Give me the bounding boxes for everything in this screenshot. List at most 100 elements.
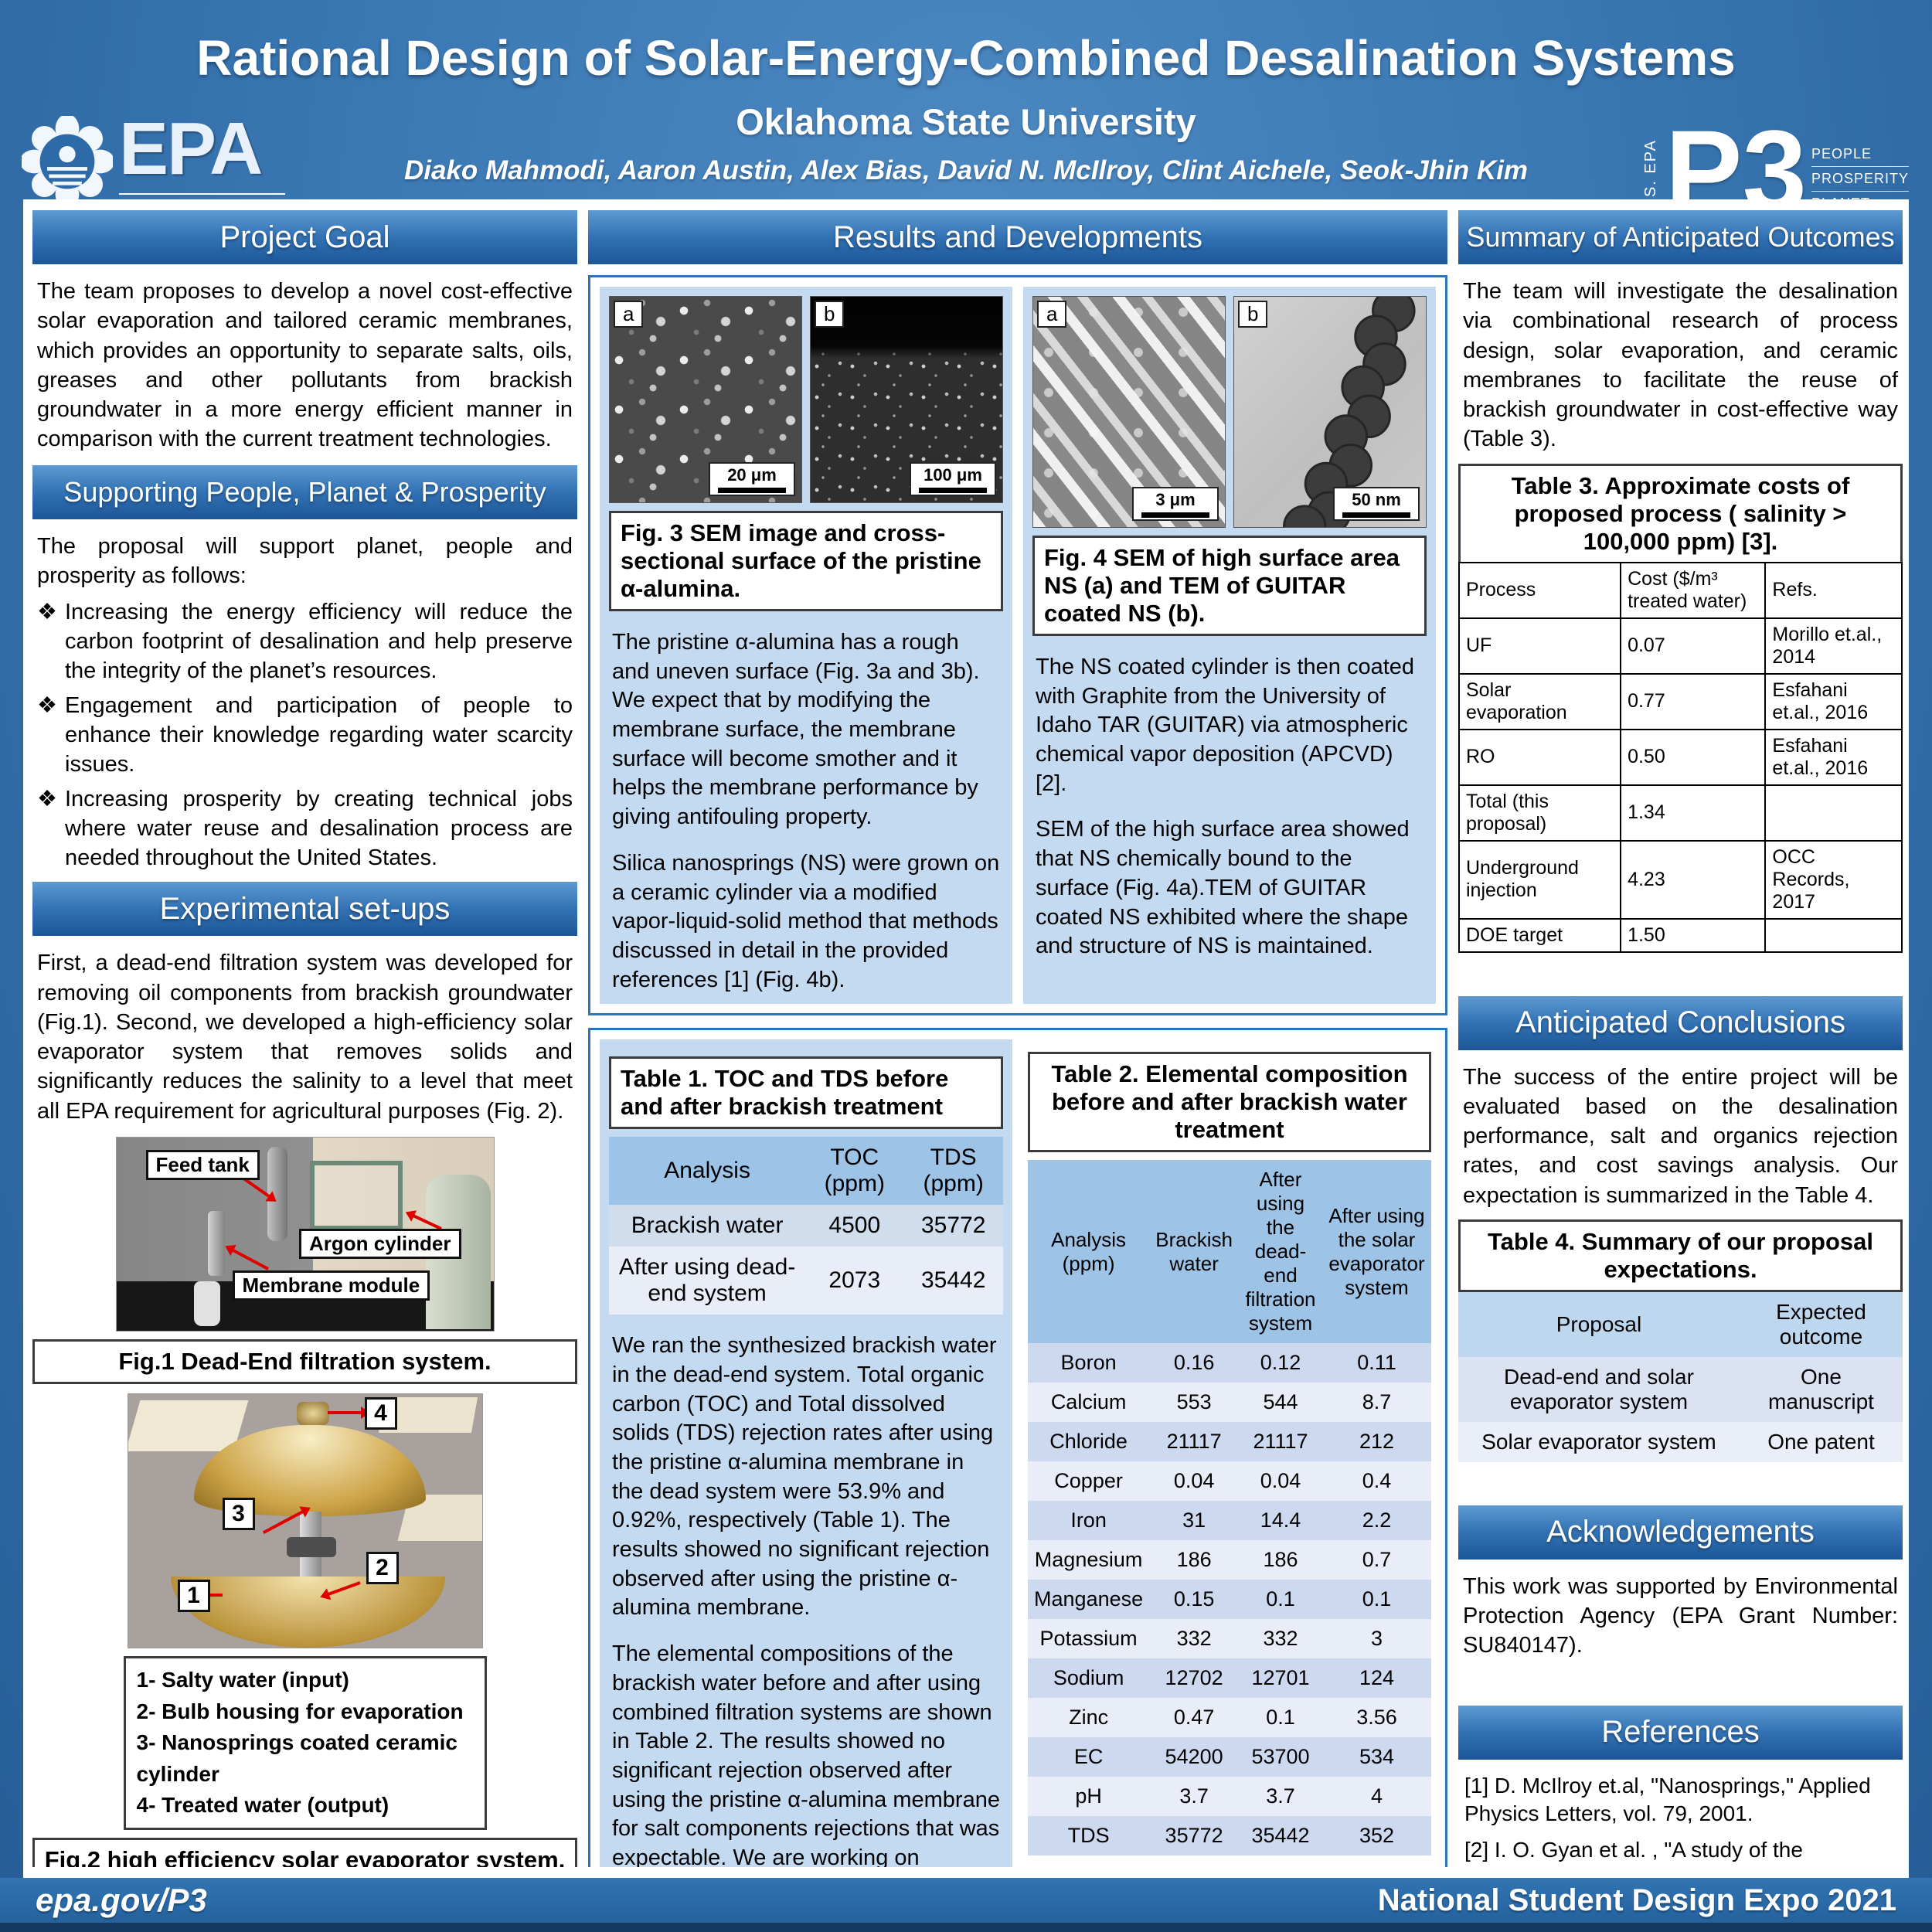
scale-bar-line <box>919 488 987 493</box>
acknowledgements-text: This work was supported by Environmental… <box>1463 1573 1898 1658</box>
fig2-callout-4: 4 <box>364 1396 397 1430</box>
table-row: Iron 31 14.4 2.2 <box>1028 1501 1431 1541</box>
table-cell: 544 <box>1263 1390 1298 1414</box>
table-cell: 3.56 <box>1356 1706 1397 1730</box>
table-cell: 0.50 <box>1620 728 1767 786</box>
table-cell: 0.07 <box>1620 617 1767 675</box>
table3-title: Table 3. Approximate costs of proposed p… <box>1458 463 1903 562</box>
table-cell: Magnesium <box>1034 1548 1143 1572</box>
legend-line: 3- Nanosprings coated ceramic cylinder <box>136 1730 457 1786</box>
fig1-photo: Feed tank Argon cylinder Membrane module <box>115 1136 495 1332</box>
table-cell: 534 <box>1359 1745 1394 1769</box>
footer-epa-link: epa.gov/P3 <box>36 1882 207 1918</box>
table-row: Chloride 21117 21117 212 <box>1028 1422 1431 1462</box>
p3-tagline-line: PEOPLE <box>1811 142 1909 167</box>
table-cell: Dead-end and solar evaporator system <box>1504 1364 1694 1413</box>
section-header-project-goal: Project Goal <box>32 210 577 264</box>
table-row: Potassium 332 332 3 <box>1028 1619 1431 1659</box>
authors: Diako Mahmodi, Aaron Austin, Alex Bias, … <box>403 155 1529 185</box>
legend-line: 4- Treated water (output) <box>136 1793 389 1818</box>
panel-label: a <box>614 301 644 328</box>
table-cell: Chloride <box>1049 1430 1128 1454</box>
table-cell: 553 <box>1176 1390 1212 1414</box>
right-column: Summary of Anticipated Outcomes The team… <box>1458 210 1903 1867</box>
table-cell: Morillo et.al., 2014 <box>1764 617 1903 675</box>
table-cell: 0.04 <box>1173 1469 1215 1493</box>
supporting-bullets: ❖ Increasing the energy efficiency will r… <box>32 598 577 872</box>
table-cell: OCC Records, 2017 <box>1764 839 1903 920</box>
table-header-row: Proposal Expected outcome <box>1458 1291 1903 1357</box>
bullet-item: ❖ Increasing the energy efficiency will r… <box>37 598 573 685</box>
tables-panel: Table 1. TOC and TDS before and after br… <box>588 1028 1447 1867</box>
column-header: Analysis <box>609 1137 806 1206</box>
experimental-text: First, a dead-end filtration system was … <box>37 951 573 1124</box>
header: Rational Design of Solar-Energy-Combined… <box>0 0 1932 267</box>
fig2-caption: Fig.2 high efficiency solar evaporator s… <box>32 1837 577 1867</box>
panel-label: b <box>1238 301 1268 328</box>
table-row: Magnesium 186 186 0.7 <box>1028 1540 1431 1580</box>
table-cell: 35442 <box>920 1267 986 1294</box>
fig4-paragraph: SEM of the high surface area showed that… <box>1036 817 1410 959</box>
table-cell: 0.47 <box>1173 1706 1215 1730</box>
column-header: Expected outcome <box>1739 1291 1903 1357</box>
scale-bar-text: 50 nm <box>1352 490 1401 509</box>
scale-bar-line <box>1141 512 1209 518</box>
table-cell: 0.12 <box>1260 1351 1301 1375</box>
table4-block: Table 4. Summary of our proposal expecta… <box>1458 1219 1903 1462</box>
fig2-callout-2: 2 <box>366 1551 399 1584</box>
middle-column: Results and Developments a 20 μm b 100 μ… <box>588 210 1447 1867</box>
table-cell: TDS <box>1067 1824 1110 1848</box>
scale-bar-text: 100 μm <box>923 465 982 485</box>
table-cell <box>1764 917 1903 953</box>
page-title: Rational Design of Solar-Energy-Combined… <box>196 30 1736 86</box>
table-row: UF 0.07 Morillo et.al., 2014 <box>1458 617 1903 675</box>
membrane-module-shape <box>207 1210 225 1276</box>
table-row: pH 3.7 3.7 4 <box>1028 1777 1431 1817</box>
table-cell: Sodium <box>1053 1666 1124 1690</box>
table-cell: 2.2 <box>1362 1509 1392 1532</box>
section-title: Summary of Anticipated Outcomes <box>1466 221 1895 253</box>
section-title: References <box>1601 1715 1760 1750</box>
table2-block: Table 2. Elemental composition before an… <box>1023 1039 1436 1867</box>
table2-title: Table 2. Elemental composition before an… <box>1028 1052 1431 1153</box>
scale-bar: 20 μm <box>709 462 795 496</box>
table-cell: One manuscript <box>1768 1364 1874 1413</box>
column-header: Analysis (ppm) <box>1028 1160 1150 1344</box>
reference-item: [1] D. McIlroy et.al, "Nanosprings," App… <box>1464 1773 1871 1826</box>
table-cell: Potassium <box>1039 1627 1138 1651</box>
bullet-text: Engagement and participation of people t… <box>65 693 573 777</box>
table-cell: 12701 <box>1251 1666 1310 1690</box>
table-cell: 54200 <box>1165 1745 1223 1769</box>
table-cell: 0.77 <box>1620 672 1767 730</box>
table-cell: Underground injection <box>1458 839 1622 920</box>
table-cell: 186 <box>1263 1548 1298 1572</box>
treated-water-outlet-shape <box>296 1401 329 1425</box>
table-cell: 186 <box>1176 1548 1212 1572</box>
fig4a-sem-image: a 3 μm <box>1032 296 1226 528</box>
table-cell: Calcium <box>1050 1390 1127 1414</box>
table-cell <box>1764 784 1903 842</box>
bullet-item: ❖ Engagement and participation of people … <box>37 692 573 779</box>
table-cell: 3 <box>1370 1627 1383 1651</box>
scale-bar-text: 20 μm <box>727 465 777 485</box>
scale-bar-text: 3 μm <box>1155 490 1196 509</box>
fig4-caption: Fig. 4 SEM of high surface area NS (a) a… <box>1032 536 1427 636</box>
section-title: Supporting People, Planet & Prosperity <box>63 475 546 508</box>
section-title: Project Goal <box>219 219 390 254</box>
fig4-images: a 3 μm b <box>1032 296 1427 528</box>
table-row: TDS 35772 35442 352 <box>1028 1816 1431 1856</box>
table3: Process Cost ($/m³ treated water) Refs. UF… <box>1458 561 1903 953</box>
section-title: Anticipated Conclusions <box>1515 1005 1845 1040</box>
fig3b-sem-image: b 100 μm <box>810 296 1003 503</box>
table-cell: Copper <box>1054 1469 1123 1493</box>
fig4-block: a 3 μm b <box>1023 287 1436 1005</box>
bullet-item: ❖ Increasing prosperity by creating techn… <box>37 785 573 872</box>
diamond-bullet-icon: ❖ <box>37 600 57 625</box>
fig4b-tem-image: b 50 nm <box>1233 296 1427 528</box>
table-cell: UF <box>1458 617 1622 675</box>
column-header: Cost ($/m³ treated water) <box>1620 561 1767 619</box>
footer-expo-text: National Student Design Expo 2021 <box>1377 1883 1896 1917</box>
scale-bar-line <box>1342 512 1410 518</box>
project-goal-text: The team proposes to develop a novel cos… <box>37 279 573 452</box>
legend-line: 1- Salty water (input) <box>136 1667 349 1692</box>
